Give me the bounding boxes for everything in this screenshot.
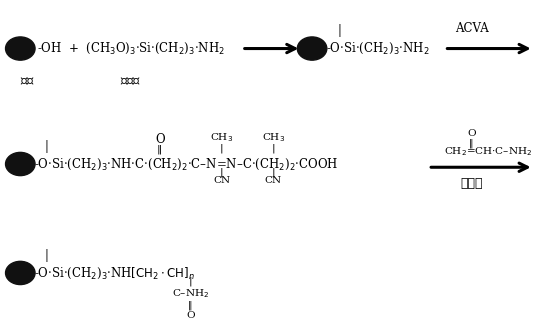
- Text: $\mathsf{偶联剂}$: $\mathsf{偶联剂}$: [120, 74, 142, 88]
- Ellipse shape: [6, 153, 35, 175]
- Text: |: |: [271, 144, 275, 153]
- Text: |: |: [220, 167, 224, 177]
- Ellipse shape: [6, 261, 35, 285]
- Text: C–NH$_2$: C–NH$_2$: [172, 288, 209, 300]
- Text: |: |: [338, 24, 342, 37]
- Text: -OH  $+$  (CH$_3$O)$_3$·Si·(CH$_2$)$_3$·NH$_2$: -OH $+$ (CH$_3$O)$_3$·Si·(CH$_2$)$_3$·NH…: [37, 41, 224, 56]
- Ellipse shape: [6, 37, 35, 60]
- Text: |: |: [44, 140, 48, 153]
- Text: O: O: [467, 129, 476, 138]
- Text: O: O: [186, 311, 195, 320]
- Text: -O·Si·(CH$_2$)$_3$·NH·C·(CH$_2$)$_2$·C–N=N–C·(CH$_2$)$_2$·COOH: -O·Si·(CH$_2$)$_3$·NH·C·(CH$_2$)$_2$·C–N…: [34, 156, 338, 172]
- Text: |: |: [271, 167, 275, 177]
- Text: CH$_3$: CH$_3$: [211, 132, 233, 144]
- Text: -O·Si·(CH$_2$)$_3$·NH$_2$: -O·Si·(CH$_2$)$_3$·NH$_2$: [326, 41, 429, 56]
- Text: ‖: ‖: [188, 301, 193, 310]
- Text: |: |: [44, 249, 48, 261]
- Text: |: |: [189, 276, 192, 286]
- Text: O: O: [155, 133, 165, 146]
- Text: CH$_2$=CH·C–NH$_2$: CH$_2$=CH·C–NH$_2$: [444, 145, 532, 158]
- Ellipse shape: [297, 37, 327, 60]
- Text: ‖: ‖: [469, 138, 474, 148]
- Text: |: |: [220, 144, 224, 153]
- Text: CN: CN: [265, 176, 282, 185]
- Text: ‖: ‖: [157, 145, 162, 154]
- Text: ACVA: ACVA: [455, 22, 488, 35]
- Text: CN: CN: [213, 176, 230, 185]
- Text: $\mathsf{凹土}$: $\mathsf{凹土}$: [20, 74, 35, 88]
- Text: 交联剂: 交联剂: [460, 177, 483, 190]
- Text: -O·Si·(CH$_2$)$_3$·NH$\left[\mathsf{CH_2\cdot CH}\right]_n$: -O·Si·(CH$_2$)$_3$·NH$\left[\mathsf{CH_2…: [34, 265, 195, 280]
- Text: CH$_3$: CH$_3$: [261, 132, 285, 144]
